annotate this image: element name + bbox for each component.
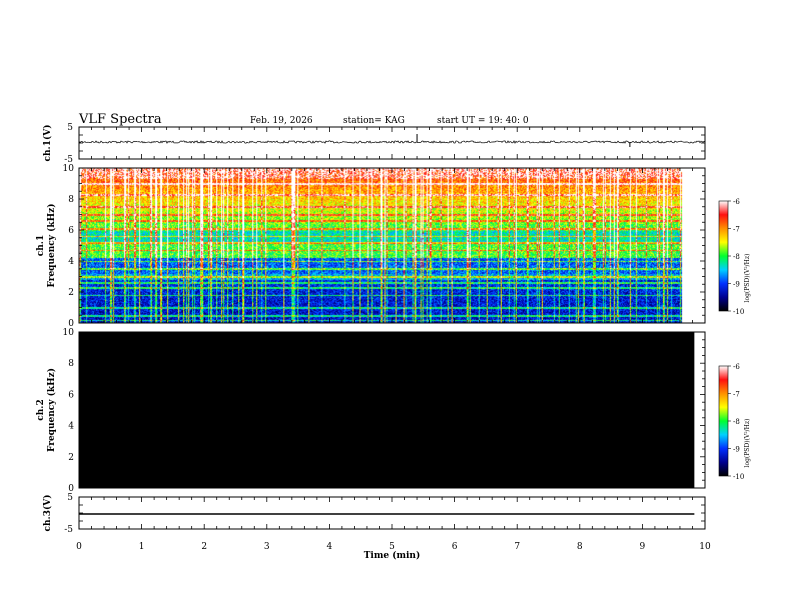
ch1-spectrogram-image: [79, 168, 692, 323]
date-label: Feb. 19, 2026: [250, 116, 313, 126]
frequency-axis-label: Frequency (kHz): [46, 368, 57, 452]
x-tick-label: 0: [76, 542, 82, 552]
y-tick-label: 2: [68, 288, 74, 298]
colorbar-tick-label: -8: [733, 418, 740, 426]
colorbar-tick-label: -8: [733, 253, 740, 261]
colorbar: [718, 200, 729, 312]
y-tick-label: -5: [64, 155, 73, 165]
ch1-trace: [78, 140, 706, 144]
x-axis-label: Time (min): [364, 550, 421, 561]
y-tick-label: 10: [63, 328, 75, 338]
colorbars: -6-7-8-9-10log(PSD)(V²/Hz)-6-7-8-9-10log…: [718, 198, 751, 481]
colorbar-tick-label: -7: [733, 226, 740, 234]
frequency-axis-label: Frequency (kHz): [46, 203, 57, 287]
x-tick-label: 2: [201, 542, 207, 552]
x-tick-label: 4: [327, 542, 333, 552]
ch1-waveform: [78, 134, 706, 147]
colorbar-label: log(PSD)(V²/Hz): [744, 254, 751, 303]
x-tick-label: 9: [640, 542, 646, 552]
colorbar: [718, 365, 729, 477]
x-tick-label: 3: [264, 542, 270, 552]
y-tick-label: -5: [64, 525, 73, 535]
y-tick-label: 0: [68, 484, 74, 494]
channel-label: ch.2: [36, 399, 46, 420]
chart-title: VLF Spectra: [79, 112, 162, 127]
y-tick-label: 5: [67, 123, 73, 133]
start-time-label: start UT = 19: 40: 0: [437, 116, 529, 126]
colorbar-tick-label: -7: [733, 391, 740, 399]
y-tick-label: 6: [68, 390, 74, 400]
colorbar-tick-label: -9: [733, 446, 740, 454]
colorbar-tick-label: -10: [733, 308, 744, 316]
x-tick-label: 7: [514, 542, 520, 552]
y-tick-label: 8: [68, 359, 74, 369]
waveform-axis-label: ch.3(V): [42, 495, 53, 532]
colorbar-label: log(PSD)(V²/Hz): [744, 419, 751, 468]
channel-label: ch.1: [36, 235, 46, 256]
colorbar-tick-label: -10: [733, 473, 744, 481]
y-tick-label: 6: [68, 226, 74, 236]
colorbar-tick-label: -6: [733, 363, 740, 371]
y-tick-label: 5: [67, 493, 73, 503]
x-tick-label: 8: [577, 542, 583, 552]
y-tick-label: 4: [68, 257, 74, 267]
y-tick-label: 0: [68, 319, 74, 329]
y-tick-label: 4: [68, 422, 74, 432]
waveform-axis-label: ch.1(V): [42, 125, 53, 162]
colorbar-tick-label: -6: [733, 198, 740, 206]
axes-group: [78, 126, 706, 530]
station-label: station= KAG: [343, 116, 405, 126]
x-tick-label: 1: [139, 542, 145, 552]
y-tick-label: 8: [68, 195, 74, 205]
x-tick-label: 5: [389, 542, 395, 552]
x-tick-label: 10: [699, 542, 711, 552]
y-tick-label: 10: [63, 164, 75, 174]
y-tick-label: 2: [68, 453, 74, 463]
ch2-spectrogram-image: [79, 332, 695, 488]
x-tick-label: 6: [452, 542, 458, 552]
colorbar-tick-label: -9: [733, 281, 740, 289]
